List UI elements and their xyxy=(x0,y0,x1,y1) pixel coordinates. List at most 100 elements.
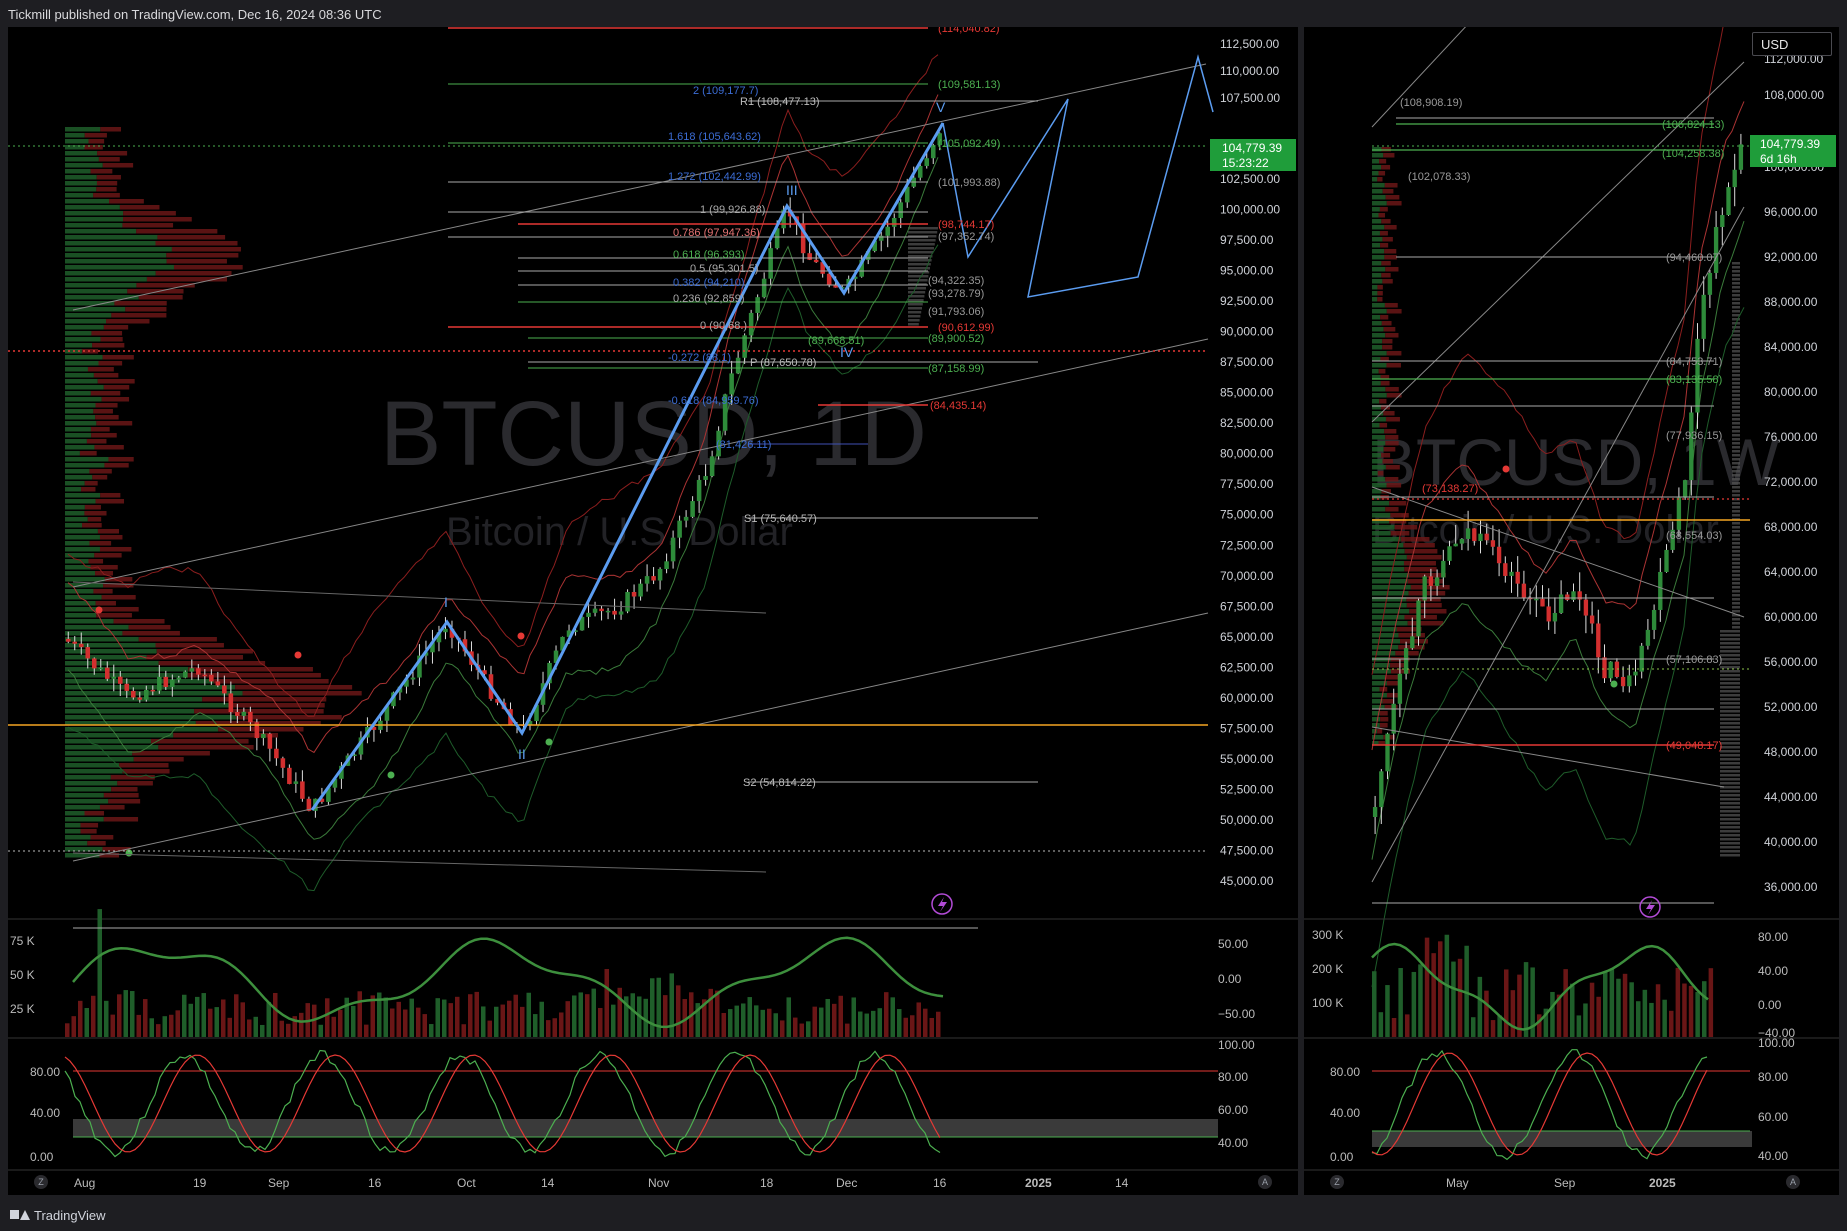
lightning-icon-weekly-glyph xyxy=(1646,900,1655,915)
zoom-reset-button[interactable]: Z xyxy=(34,1175,48,1189)
candle-body xyxy=(696,479,702,502)
diag-line[interactable] xyxy=(1371,726,1725,788)
profile-bar xyxy=(138,637,217,642)
profile-bar xyxy=(65,805,100,810)
volume-bar xyxy=(858,1011,863,1037)
triangle-upper-line[interactable] xyxy=(72,581,767,614)
candle-body xyxy=(267,733,273,749)
volume-bar xyxy=(923,1008,928,1037)
volume-bar xyxy=(221,999,226,1037)
channel-lower-line[interactable] xyxy=(72,612,1209,862)
profile-bar xyxy=(1372,231,1380,236)
daily-chart-panel[interactable]: BTCUSD, 1D Bitcoin / U.S. Dollar xyxy=(8,27,1298,1195)
diag-line[interactable] xyxy=(1371,486,1745,618)
price-axis-label: 57,500.00 xyxy=(1220,721,1274,735)
w-vol-200k: 200 K xyxy=(1312,962,1343,976)
tradingview-logo[interactable]: TradingView xyxy=(10,1208,106,1223)
price-axis-label: 84,000.00 xyxy=(1764,340,1818,354)
profile-bar xyxy=(104,577,133,582)
weekly-chart-canvas[interactable]: BTCUSD, 1W Bitcoin / U.S. Dollar (108,90… xyxy=(1304,27,1839,1195)
profile-bar xyxy=(1372,321,1382,326)
volume-bar xyxy=(377,992,382,1037)
profile-bar xyxy=(155,241,238,246)
profile-bar xyxy=(91,331,123,336)
candle-body xyxy=(1738,144,1744,170)
profile-bar xyxy=(1400,537,1430,542)
volume-bar xyxy=(364,1024,369,1037)
projection-path[interactable] xyxy=(942,54,1214,298)
candle-body xyxy=(209,674,214,682)
w-time-sep: Sep xyxy=(1554,1176,1576,1190)
last-price-tag xyxy=(1210,139,1296,171)
elliott-wave-path[interactable] xyxy=(310,122,945,811)
volume-bar xyxy=(396,1001,401,1037)
profile-bar xyxy=(194,709,324,714)
profile-bar xyxy=(1732,262,1740,265)
profile-bar xyxy=(1732,594,1740,597)
profile-bar xyxy=(1372,555,1407,560)
fib-label-0: 0 (90,68.) xyxy=(700,320,747,332)
profile-bar xyxy=(1732,562,1740,565)
volume-bar xyxy=(273,992,278,1037)
w-zoom-reset-button[interactable]: Z xyxy=(1330,1175,1344,1189)
diag-line[interactable] xyxy=(1371,206,1745,883)
price-axis-label: 97,500.00 xyxy=(1220,233,1274,247)
lightning-icon-weekly[interactable] xyxy=(1639,896,1661,918)
profile-bar xyxy=(1720,770,1740,773)
profile-bar xyxy=(1732,274,1740,277)
currency-select[interactable]: USD xyxy=(1752,32,1832,56)
profile-bar xyxy=(1372,597,1407,602)
profile-bar xyxy=(1732,314,1740,317)
profile-bar xyxy=(1732,462,1740,465)
profile-bar xyxy=(119,763,169,768)
profile-bar xyxy=(1732,422,1740,425)
daily-chart-canvas[interactable]: BTCUSD, 1D Bitcoin / U.S. Dollar xyxy=(8,27,1298,1195)
volume-bar xyxy=(1418,964,1423,1037)
profile-bar xyxy=(1372,165,1382,170)
price-axis[interactable]: 112,500.00 110,000.00 107,500.00 102,500.00… xyxy=(1220,37,1280,888)
volume-bar xyxy=(760,1009,765,1037)
volume-bar xyxy=(1543,1008,1549,1037)
profile-bar xyxy=(1381,165,1391,170)
candle-body xyxy=(1732,169,1737,188)
profile-bar xyxy=(1372,273,1382,278)
profile-bar xyxy=(158,661,266,666)
vol-axis-75k: 75 K xyxy=(10,934,35,948)
volume-bar xyxy=(825,998,830,1037)
volume-bar xyxy=(448,1003,453,1037)
volume-bar xyxy=(1603,971,1608,1037)
diag-line[interactable] xyxy=(1371,61,1745,423)
candle-body xyxy=(657,568,663,581)
auto-scale-button[interactable]: A xyxy=(1258,1175,1272,1189)
profile-bar xyxy=(1372,459,1383,464)
candle-body xyxy=(1434,577,1440,586)
profile-bar xyxy=(1720,706,1740,709)
profile-bar xyxy=(1372,621,1408,626)
w-auto-scale-button[interactable]: A xyxy=(1786,1175,1800,1189)
channel-middle-line[interactable] xyxy=(72,338,1209,588)
lightning-icon[interactable] xyxy=(931,893,953,915)
fib-label-1: 1 (99,926.88) xyxy=(700,204,765,216)
profile-bar xyxy=(65,397,102,402)
profile-bar xyxy=(1385,435,1399,440)
weekly-chart-panel[interactable]: BTCUSD, 1W Bitcoin / U.S. Dollar (108,90… xyxy=(1304,27,1839,1195)
profile-bar xyxy=(65,247,172,252)
price-axis-label: 56,000.00 xyxy=(1764,655,1818,669)
profile-bar xyxy=(65,385,104,390)
profile-bar xyxy=(65,523,83,528)
profile-bar xyxy=(1720,738,1740,741)
profile-bar xyxy=(65,373,94,378)
profile-bar xyxy=(102,355,134,360)
fib-label-m0618: -0.618 (84,959.76) xyxy=(668,395,759,407)
signal-dot xyxy=(517,632,525,640)
triangle-lower-line[interactable] xyxy=(72,852,767,873)
profile-bar xyxy=(1372,741,1379,746)
diag-line[interactable] xyxy=(1371,27,1484,128)
candle-body xyxy=(104,667,110,679)
profile-bar xyxy=(908,295,925,298)
profile-bar xyxy=(1372,627,1397,632)
pivot-p-label: P (87,650.78) xyxy=(750,357,816,369)
candle-body xyxy=(1496,546,1502,564)
profile-bar xyxy=(1732,434,1740,437)
channel-upper-line[interactable] xyxy=(72,63,1207,311)
